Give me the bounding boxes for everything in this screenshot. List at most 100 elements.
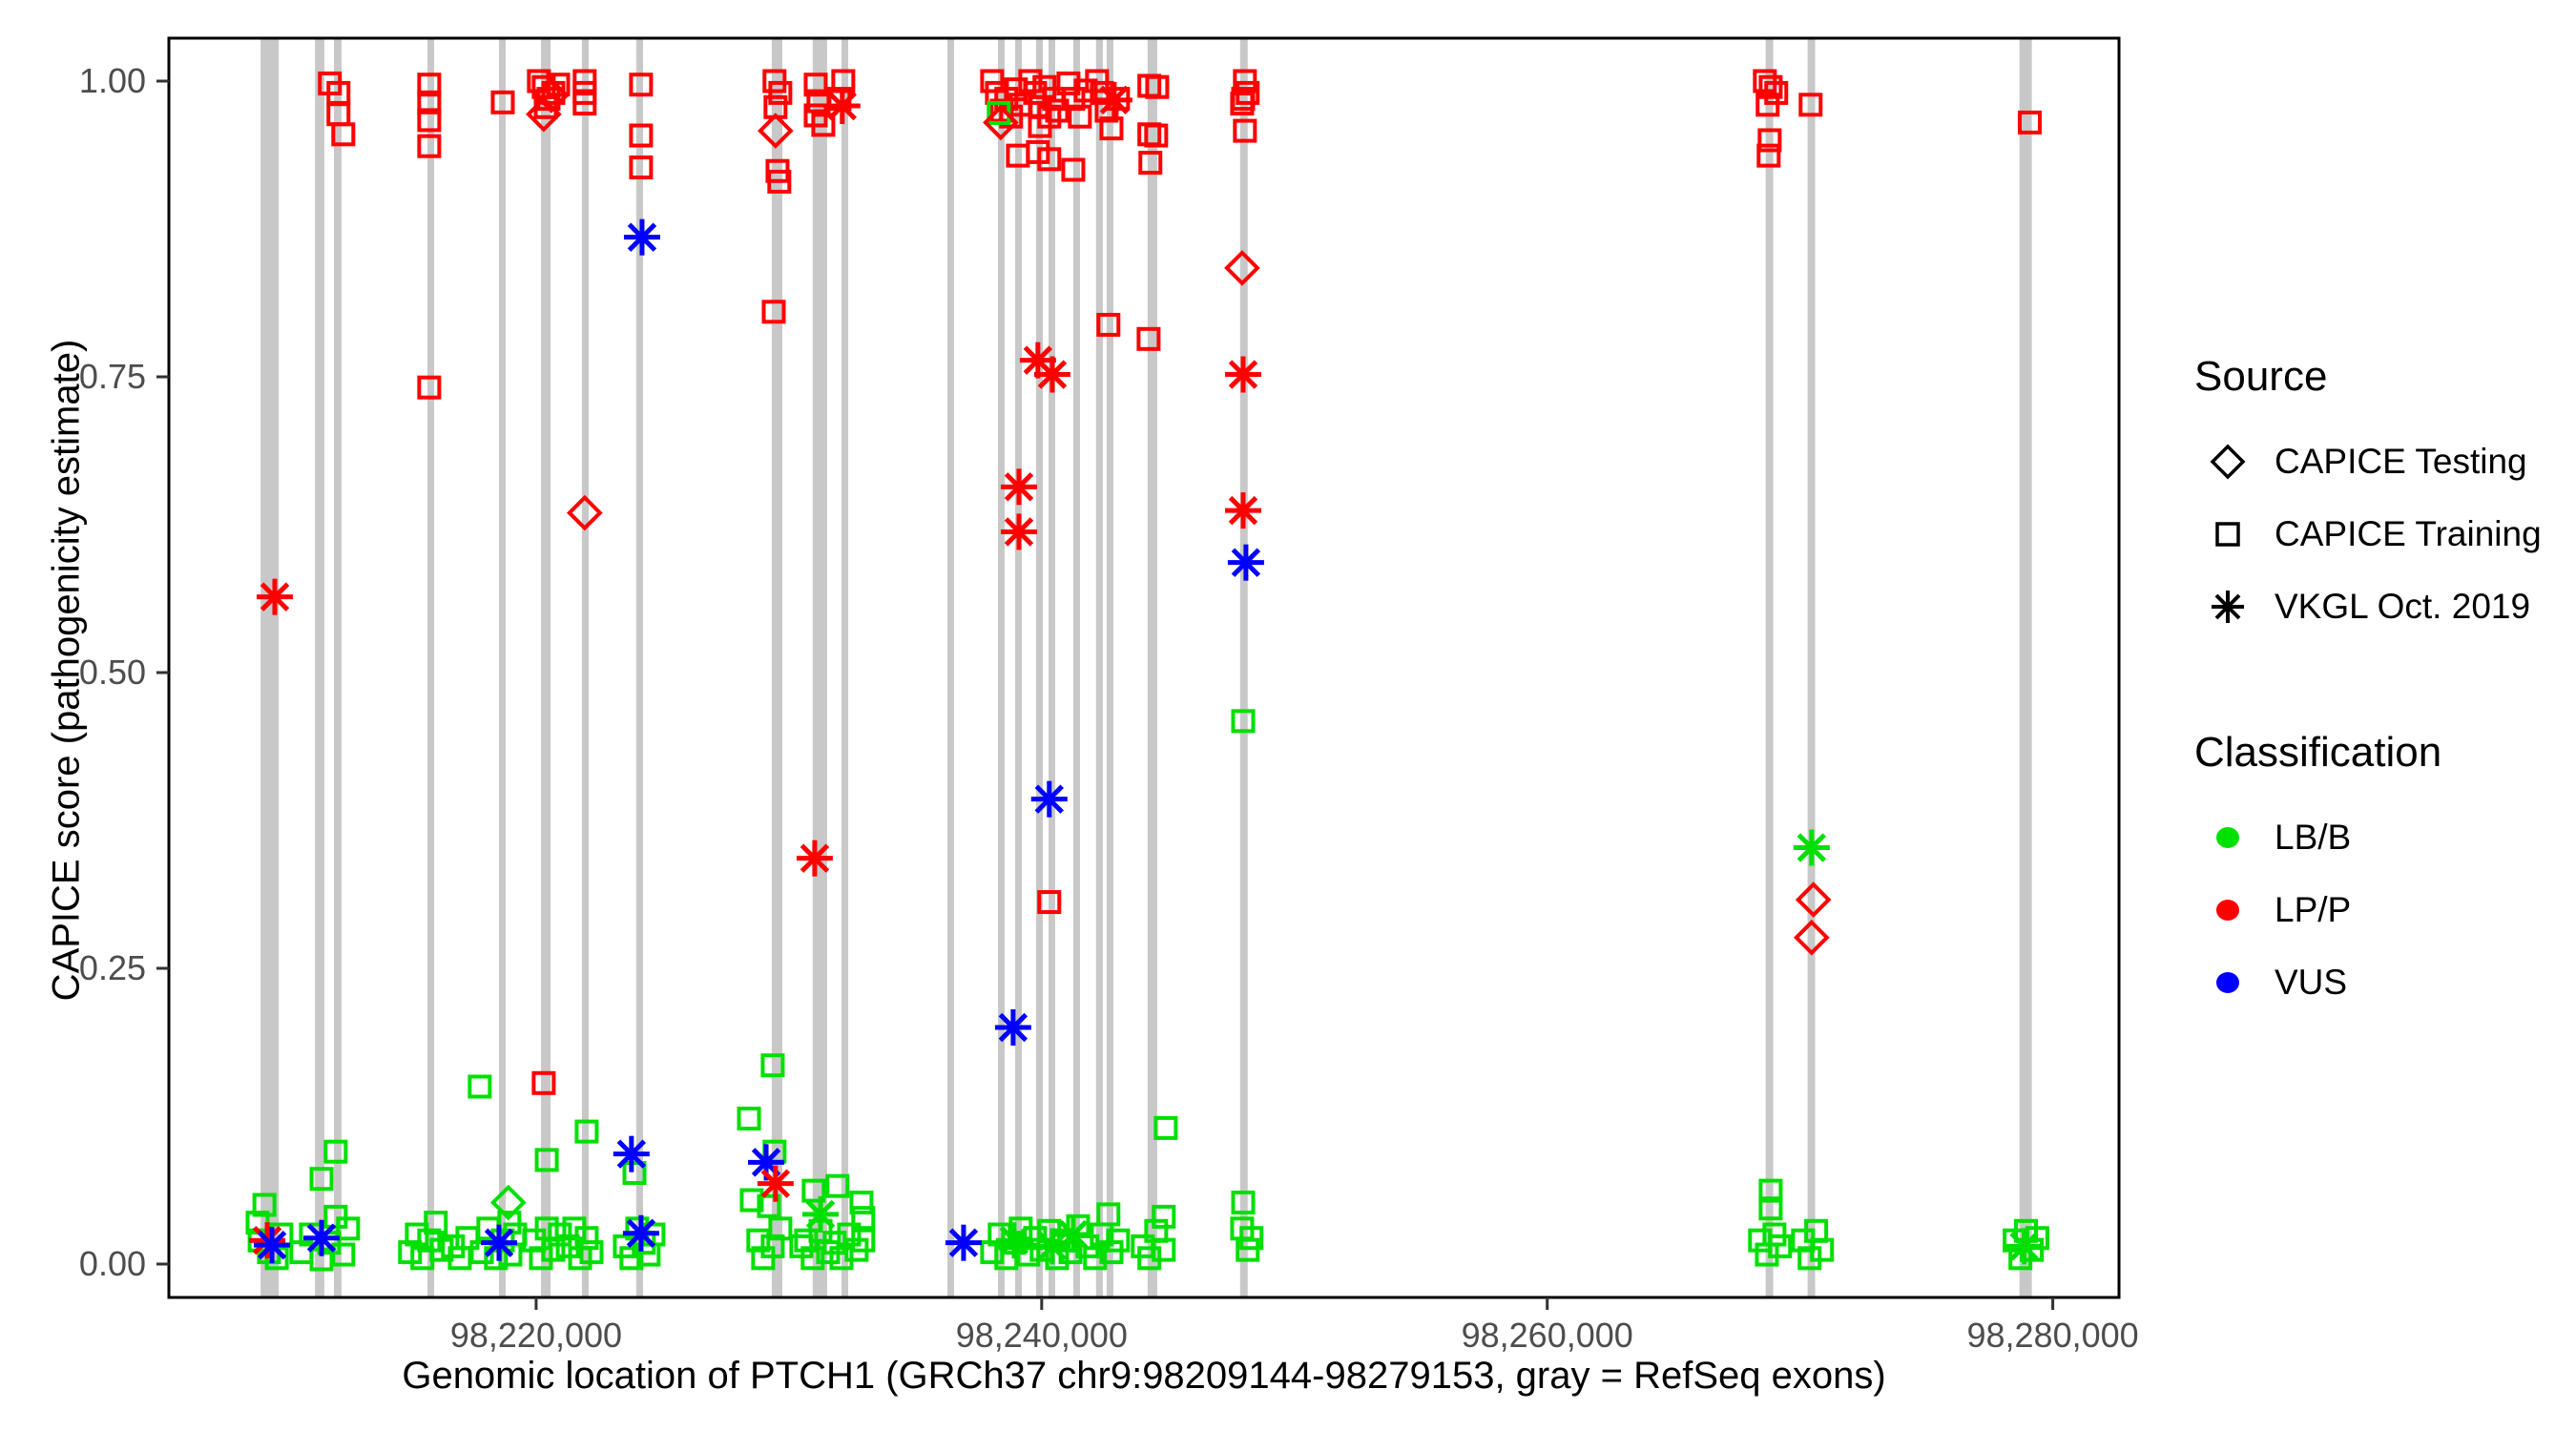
training-square-marker [534, 1148, 559, 1172]
testing-diamond-marker [526, 95, 562, 133]
vkgl-asterisk-marker [1054, 1216, 1091, 1253]
legend-item-label: CAPICE Testing [2275, 442, 2527, 481]
legend-classification: Classification LB/B LP/P VUS [2194, 729, 2566, 1019]
training-square-marker [467, 1074, 492, 1099]
training-square-marker [1231, 709, 1256, 734]
exon-bar [499, 38, 507, 1297]
legend-item-capice-testing: CAPICE Testing [2194, 425, 2566, 498]
legend-item-lbb: LB/B [2194, 801, 2566, 874]
training-square-marker [739, 1188, 764, 1213]
exon-bar [841, 38, 849, 1297]
exon-bar [812, 38, 827, 1297]
y-axis-title: CAPICE score (pathogenicity estimate) [45, 339, 88, 1002]
training-square-marker [811, 113, 836, 137]
vkgl-asterisk-marker [945, 1224, 982, 1261]
exon-bar [1807, 38, 1816, 1297]
exon-bar [771, 38, 783, 1297]
training-square-marker [737, 1106, 761, 1130]
training-square-marker [1056, 71, 1081, 95]
vkgl-asterisk-marker [796, 840, 833, 877]
vkgl-asterisk-marker [802, 1195, 840, 1233]
training-square-marker [767, 169, 792, 194]
training-square-marker [1231, 1191, 1256, 1215]
training-square-marker [629, 73, 654, 97]
training-square-marker [1152, 1204, 1176, 1229]
training-square-marker [1138, 151, 1163, 176]
legend-item-vus: VUS [2194, 946, 2566, 1019]
training-square-marker [760, 1234, 785, 1258]
training-square-marker [629, 123, 654, 148]
vkgl-asterisk-marker [254, 1227, 291, 1264]
vkgl-asterisk-marker [1033, 356, 1070, 393]
training-square-marker [417, 90, 442, 114]
training-square-marker [1758, 1196, 1783, 1221]
asterisk-icon [2194, 586, 2261, 628]
legend-item-lpp: LP/P [2194, 874, 2566, 946]
training-square-marker [572, 92, 597, 116]
training-square-marker [1037, 147, 1062, 172]
training-square-marker [531, 1070, 556, 1095]
training-square-marker [490, 90, 515, 114]
red-dot-icon [2194, 900, 2261, 921]
vkgl-asterisk-marker [622, 1214, 659, 1252]
diamond-icon [2194, 441, 2261, 483]
vkgl-asterisk-marker [257, 578, 294, 615]
y-tick-label: 0.00 [79, 1244, 146, 1283]
training-square-marker [1145, 74, 1170, 99]
exon-bar [2025, 38, 2032, 1297]
training-square-marker [1230, 92, 1255, 116]
testing-diamond-marker [1794, 919, 1830, 956]
x-axis-title: Genomic location of PTCH1 (GRCh37 chr9:9… [402, 1355, 1886, 1397]
legend-source: Source CAPICE Testing CAPICE Training [2194, 353, 2566, 643]
training-square-marker [1083, 1246, 1108, 1271]
training-square-marker [574, 1226, 599, 1251]
legend-item-label: LP/P [2275, 890, 2352, 929]
exon-bar [1095, 38, 1103, 1297]
training-square-marker [1068, 104, 1092, 129]
training-square-marker [1037, 890, 1062, 915]
training-square-marker [323, 1139, 348, 1164]
vkgl-asterisk-marker [757, 1165, 794, 1202]
training-square-marker [424, 1211, 448, 1235]
vkgl-asterisk-marker [481, 1224, 518, 1261]
vkgl-asterisk-marker [1227, 544, 1264, 581]
legend-item-capice-training: CAPICE Training [2194, 498, 2566, 570]
training-square-marker [746, 1228, 771, 1253]
exon-bar [1036, 38, 1044, 1297]
exon-bar [1147, 38, 1157, 1297]
training-square-marker [1153, 1115, 1178, 1140]
training-square-marker [1239, 1226, 1264, 1251]
training-square-marker [1810, 1237, 1835, 1262]
training-square-marker [1028, 114, 1052, 138]
vkgl-asterisk-marker [823, 88, 861, 125]
training-square-marker [1768, 1234, 1793, 1258]
training-square-marker [851, 1228, 876, 1253]
training-square-marker [417, 134, 442, 158]
vkgl-asterisk-marker [623, 218, 660, 256]
training-square-marker [1233, 118, 1257, 143]
exon-bar [334, 38, 342, 1297]
exon-bar [581, 38, 590, 1297]
training-square-marker [619, 1246, 644, 1271]
training-square-marker [1755, 93, 1780, 117]
training-square-marker [336, 1216, 361, 1241]
training-square-marker [760, 1053, 785, 1078]
exon-bar [635, 38, 644, 1297]
x-tick-label: 98,280,000 [1966, 1316, 2138, 1355]
training-square-marker [789, 1234, 814, 1258]
x-tick-label: 98,220,000 [450, 1316, 622, 1355]
exon-bar [1106, 38, 1113, 1297]
vkgl-asterisk-marker [995, 1222, 1032, 1259]
vkgl-asterisk-marker [1793, 829, 1830, 866]
training-square-marker [1152, 1237, 1176, 1262]
legend-item-label: CAPICE Training [2275, 514, 2542, 553]
testing-diamond-marker [758, 113, 794, 149]
training-square-marker [1016, 1242, 1041, 1267]
training-square-marker [768, 1216, 793, 1241]
legend-source-title: Source [2194, 353, 2328, 400]
vkgl-asterisk-marker [1000, 468, 1037, 506]
vkgl-asterisk-marker [2005, 1228, 2043, 1265]
x-tick-label: 98,260,000 [1462, 1316, 1633, 1355]
training-square-marker [768, 80, 793, 105]
